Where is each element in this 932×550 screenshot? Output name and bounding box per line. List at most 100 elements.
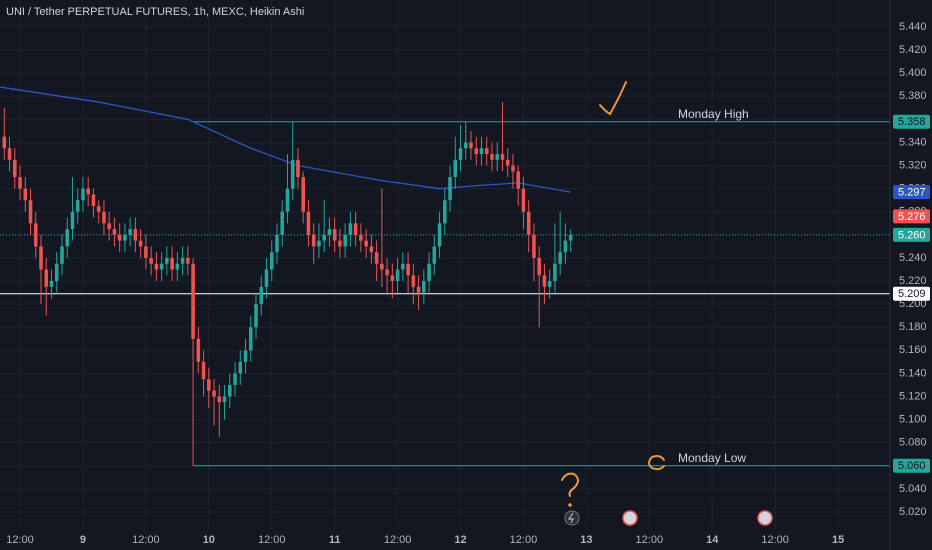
- y-tick-label: 5.140: [899, 367, 927, 379]
- candle-body: [102, 211, 106, 224]
- candle-body: [411, 275, 416, 287]
- x-tick-label: 14: [706, 534, 719, 546]
- candle-body: [175, 263, 180, 270]
- level-name: Monday Low: [678, 451, 746, 465]
- price-axis: 5.4405.4205.4005.3805.3605.3405.3205.300…: [6, 21, 930, 546]
- question-dot: [568, 503, 572, 507]
- y-tick-label: 5.320: [899, 159, 927, 171]
- y-tick-label: 5.080: [899, 437, 927, 449]
- candle-body: [233, 373, 237, 385]
- y-tick-label: 5.400: [899, 67, 927, 79]
- candle-body: [60, 246, 64, 264]
- candle-body: [86, 188, 90, 195]
- candle-body: [18, 177, 22, 189]
- candle-body: [264, 269, 269, 287]
- moving-average: [0, 86, 571, 193]
- x-tick-label: 9: [80, 534, 86, 546]
- candle-body: [23, 188, 28, 201]
- candle-body: [228, 384, 232, 397]
- candle-body: [54, 263, 59, 282]
- price-marker: [893, 286, 930, 301]
- candle-body: [75, 200, 80, 212]
- candle-body: [458, 148, 463, 160]
- y-tick-label: 5.380: [899, 90, 927, 102]
- candle-body: [484, 148, 489, 155]
- candle-body: [390, 275, 395, 282]
- x-tick-label: 12:00: [258, 534, 286, 546]
- candle-body: [165, 257, 169, 264]
- y-tick-label: 5.180: [899, 321, 927, 333]
- candle-body: [422, 281, 426, 293]
- candle-body: [332, 229, 337, 241]
- candle-body: [469, 142, 473, 149]
- y-tick-label: 5.220: [899, 275, 927, 287]
- y-tick-label: 5.120: [899, 390, 927, 402]
- candle-body: [128, 229, 132, 235]
- price-marker: [893, 209, 930, 224]
- y-tick-label: 5.160: [899, 344, 927, 356]
- candle-body: [28, 200, 33, 224]
- candle-body: [327, 229, 332, 235]
- candle-body: [395, 269, 400, 282]
- candle-body: [443, 200, 447, 224]
- price-marker: [893, 185, 930, 200]
- candle-body: [133, 229, 138, 241]
- candle-body: [201, 361, 206, 380]
- chart-title: UNI / Tether PERPETUAL FUTURES, 1h, MEXC…: [6, 6, 304, 18]
- candle-body: [138, 240, 143, 247]
- candle-body: [285, 188, 290, 212]
- x-tick-label: 12:00: [384, 534, 412, 546]
- candle-body: [479, 148, 484, 155]
- candle-body: [248, 327, 253, 351]
- candle-body: [463, 142, 468, 149]
- candle-body: [532, 234, 536, 258]
- candle-body: [13, 159, 17, 178]
- candle-body: [343, 234, 347, 247]
- candle-body: [416, 286, 421, 293]
- candle-body: [154, 263, 159, 270]
- candle-body: [207, 379, 211, 391]
- x-tick-label: 12: [454, 534, 466, 546]
- candle-body: [542, 275, 547, 287]
- candle-body: [453, 159, 458, 178]
- candle-body: [144, 246, 148, 258]
- candle-body: [170, 257, 174, 270]
- candle-body: [547, 281, 552, 287]
- event-icon[interactable]: [564, 510, 580, 526]
- candle-body: [563, 240, 568, 253]
- candle-body: [254, 304, 258, 328]
- candle-body: [280, 211, 285, 235]
- candle-body: [107, 223, 111, 230]
- candle-body: [568, 234, 573, 241]
- price-marker-label: 5.297: [898, 187, 926, 199]
- candle-body: [217, 396, 222, 403]
- candle-body: [81, 188, 85, 201]
- candle-body: [500, 154, 505, 160]
- price-marker: [893, 458, 930, 473]
- event-icon[interactable]: [622, 510, 638, 526]
- event-icon[interactable]: [757, 510, 773, 526]
- candle-body: [49, 281, 54, 287]
- candle-body: [191, 263, 195, 339]
- candle-body: [448, 177, 452, 201]
- candle-body: [374, 252, 379, 264]
- x-tick-label: 10: [203, 534, 215, 546]
- price-marker-label: 5.209: [898, 288, 926, 300]
- x-tick-label: 12:00: [636, 534, 664, 546]
- candle-body: [180, 257, 185, 264]
- candle-body: [311, 234, 316, 247]
- candle-body: [317, 240, 321, 247]
- x-tick-label: 12:00: [6, 534, 34, 546]
- candle-body: [364, 240, 368, 247]
- y-tick-label: 5.420: [899, 44, 927, 56]
- candle-body: [521, 188, 526, 212]
- x-tick-label: 13: [580, 534, 592, 546]
- candle-body: [306, 211, 311, 235]
- candle-body: [322, 234, 326, 241]
- y-tick-label: 5.340: [899, 136, 927, 148]
- candle-body: [186, 257, 190, 264]
- candle-body: [238, 361, 243, 374]
